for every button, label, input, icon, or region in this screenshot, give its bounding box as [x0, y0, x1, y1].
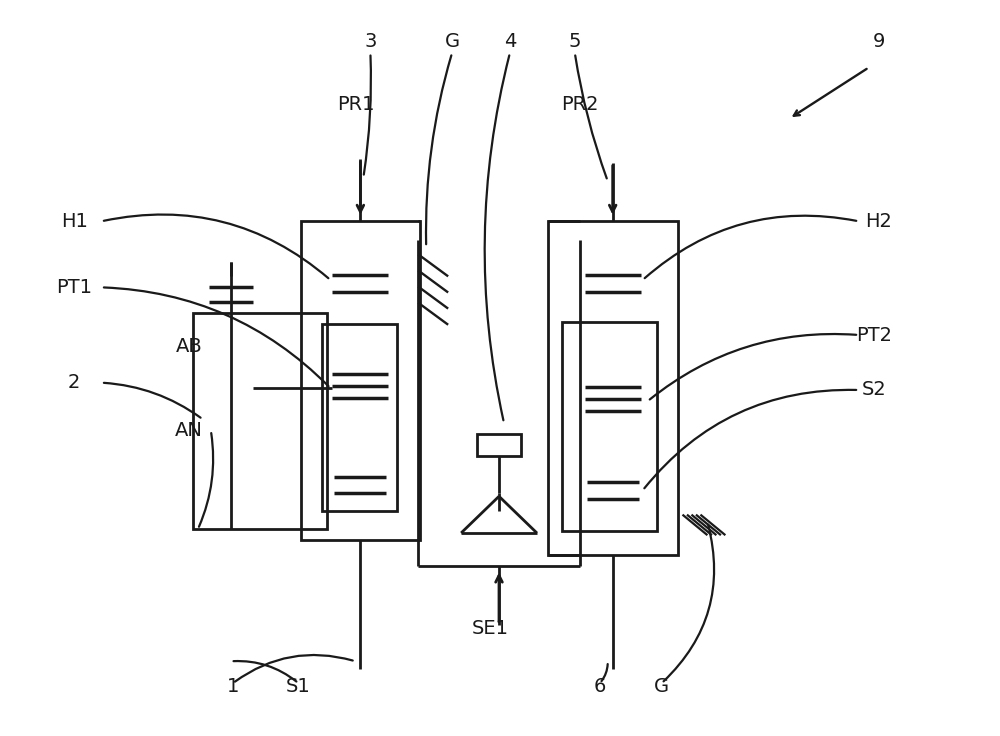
- Text: 1: 1: [227, 677, 239, 696]
- Text: PT2: PT2: [856, 325, 892, 344]
- Bar: [301, 222, 420, 540]
- Text: S2: S2: [862, 381, 886, 400]
- Bar: [193, 313, 327, 529]
- Text: H2: H2: [866, 212, 892, 231]
- Bar: [477, 434, 521, 456]
- Text: S1: S1: [286, 677, 311, 696]
- Bar: [548, 222, 678, 555]
- Text: AN: AN: [175, 421, 203, 440]
- Text: H1: H1: [61, 212, 88, 231]
- Text: PT1: PT1: [56, 278, 92, 297]
- Text: 6: 6: [594, 677, 606, 696]
- Bar: [322, 324, 397, 511]
- Text: PR2: PR2: [561, 94, 599, 113]
- Text: G: G: [445, 32, 460, 52]
- Text: PR1: PR1: [337, 94, 374, 113]
- Text: 3: 3: [364, 32, 377, 52]
- Text: 4: 4: [504, 32, 516, 52]
- Bar: [562, 322, 657, 531]
- Text: 5: 5: [569, 32, 581, 52]
- Text: AB: AB: [175, 336, 202, 355]
- Text: G: G: [654, 677, 669, 696]
- Text: SE1: SE1: [472, 619, 509, 638]
- Text: 2: 2: [68, 373, 80, 392]
- Text: 9: 9: [873, 32, 885, 52]
